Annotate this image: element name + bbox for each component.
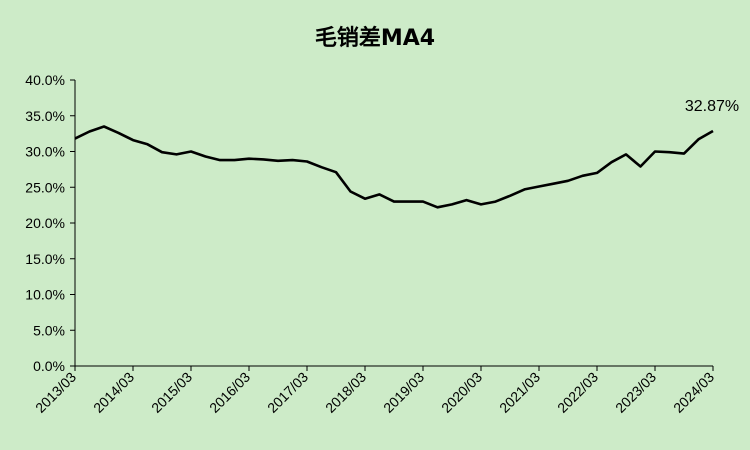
y-tick-label: 40.0% (25, 72, 65, 88)
y-tick-label: 10.0% (25, 287, 65, 303)
y-tick-label: 15.0% (25, 251, 65, 267)
x-tick-label: 2022/03 (554, 369, 601, 416)
y-tick-label: 30.0% (25, 144, 65, 160)
y-tick-label: 5.0% (33, 322, 65, 338)
y-axis: 0.0% 5.0% 10.0% 15.0% 20.0% 25.0% 30.0% 35.0% 40… (25, 72, 75, 374)
x-tick-label: 2020/03 (438, 369, 485, 416)
series-line (74, 125, 714, 209)
last-value-label: 32.87% (685, 98, 739, 115)
x-tick-label: 2013/03 (32, 369, 79, 416)
x-tick-label: 2015/03 (148, 369, 195, 416)
x-tick-label: 2024/03 (670, 369, 717, 416)
x-tick-label: 2019/03 (380, 369, 427, 416)
x-tick-label: 2017/03 (264, 369, 311, 416)
x-tick-label: 2016/03 (206, 369, 253, 416)
y-tick-label: 35.0% (25, 108, 65, 124)
y-tick-label: 25.0% (25, 179, 65, 195)
x-tick-label: 2014/03 (90, 369, 137, 416)
y-tick-label: 0.0% (33, 358, 65, 374)
y-tick-label: 20.0% (25, 215, 65, 231)
chart-title: 毛销差MA4 (315, 25, 435, 51)
x-tick-label: 2018/03 (322, 369, 369, 416)
x-tick-label: 2023/03 (612, 369, 659, 416)
x-axis: 2013/03 2014/03 2015/03 2016/03 2017/03 2018/… (32, 366, 717, 416)
x-tick-label: 2021/03 (496, 369, 543, 416)
